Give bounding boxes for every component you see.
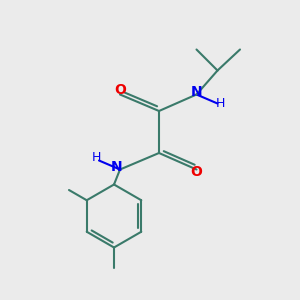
Text: N: N	[191, 85, 202, 98]
Text: H: H	[216, 97, 225, 110]
Text: O: O	[114, 83, 126, 97]
Text: H: H	[91, 151, 101, 164]
Text: N: N	[111, 160, 123, 173]
Text: O: O	[190, 166, 202, 179]
